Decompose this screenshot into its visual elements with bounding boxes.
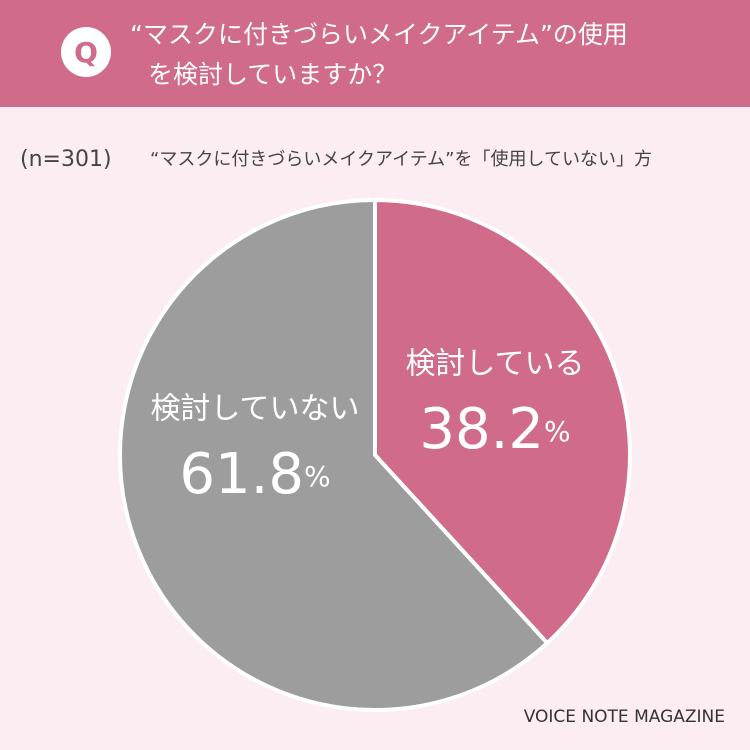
- subtitle: “マスクに付きづらいメイクアイテム”を「使用していない」方: [150, 149, 652, 170]
- slice-label: 検討していない: [150, 392, 359, 427]
- sample-size: (n=301): [20, 147, 112, 172]
- badge-circle: [61, 27, 111, 77]
- pie-slice: [118, 198, 550, 712]
- pie-slice: [373, 198, 632, 646]
- value-label: 38.2%: [419, 397, 570, 462]
- chart-title: “マスクに付きづらいメイクアイテム”の使用: [130, 20, 628, 49]
- header-band: [0, 0, 750, 107]
- chart-title: を検討していますか？: [148, 60, 397, 89]
- source: VOICE NOTE MAGAZINE: [524, 707, 725, 727]
- badge: Q: [74, 36, 98, 69]
- slice-label: 検討している: [405, 347, 584, 382]
- pie: [118, 198, 632, 712]
- value-label: 61.8%: [179, 442, 330, 507]
